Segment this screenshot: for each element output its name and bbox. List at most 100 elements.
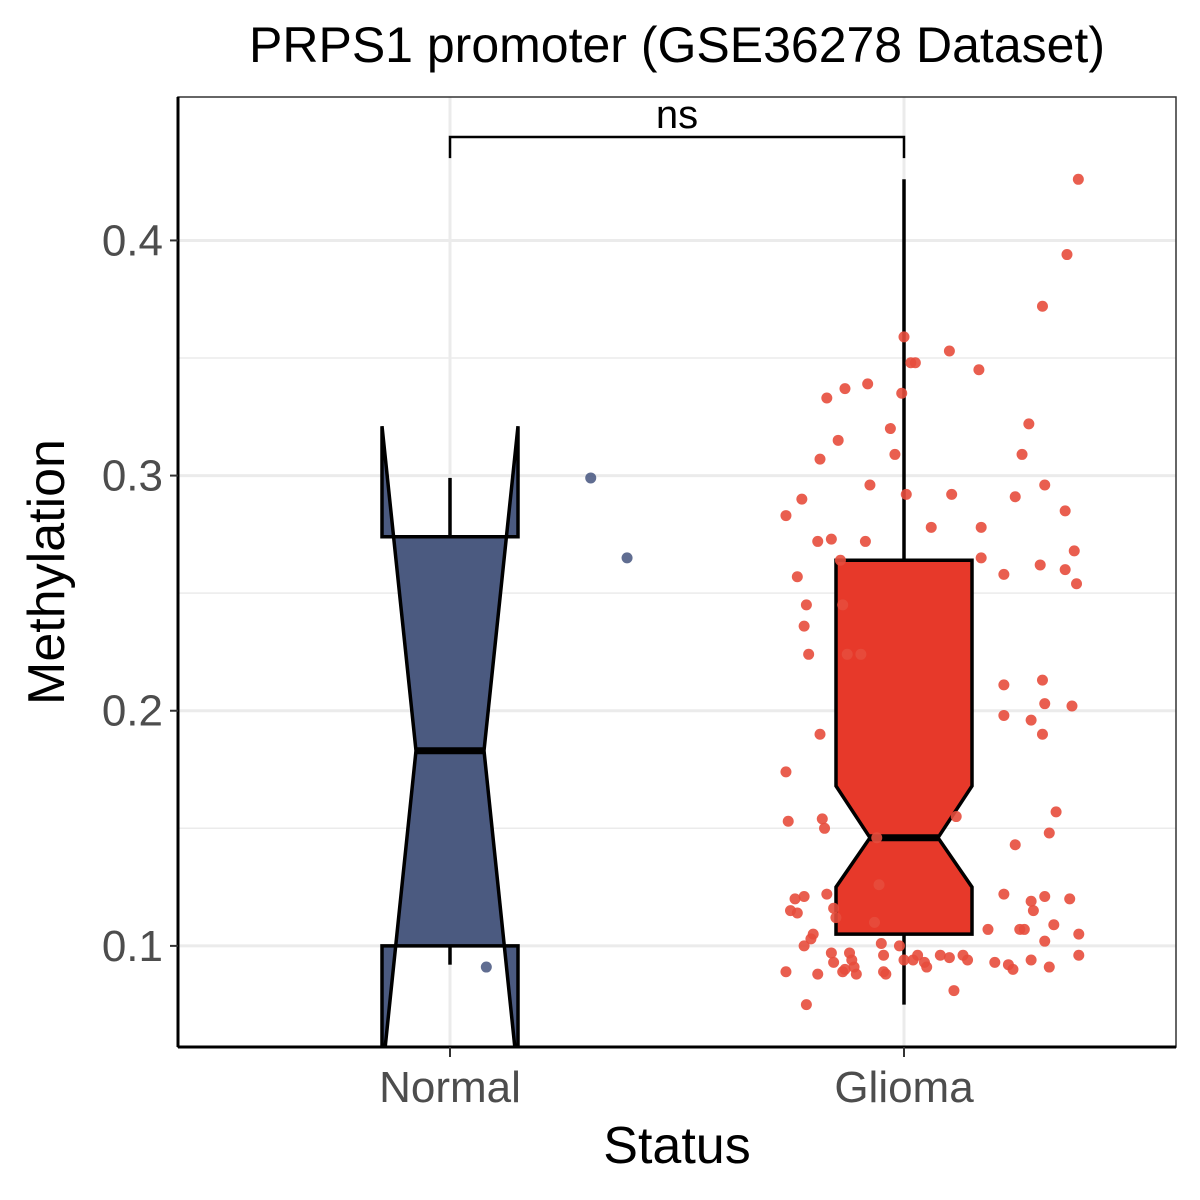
data-point-glioma <box>821 888 833 900</box>
x-tick-label: Glioma <box>834 1063 974 1112</box>
data-point-glioma <box>821 392 833 404</box>
data-point-glioma <box>1073 949 1085 961</box>
significance-bracket: ns <box>448 93 906 159</box>
data-point-glioma <box>1059 564 1071 576</box>
data-point-glioma <box>868 916 880 928</box>
data-point-glioma <box>814 453 826 465</box>
data-point-glioma <box>950 811 962 823</box>
data-point-glioma <box>1039 891 1051 903</box>
data-point-glioma <box>884 423 896 435</box>
data-point-glioma <box>839 383 851 395</box>
data-point-glioma <box>943 345 955 357</box>
data-point-glioma <box>805 933 817 945</box>
data-point-glioma <box>946 488 958 500</box>
data-point-glioma <box>896 387 908 399</box>
box-body <box>834 558 974 936</box>
data-point-glioma <box>975 552 987 564</box>
data-point-glioma <box>1068 545 1080 557</box>
x-axis-title: Status <box>603 1117 750 1175</box>
data-point-glioma <box>898 331 910 343</box>
data-point-glioma <box>803 648 815 660</box>
data-point-glioma <box>1016 448 1028 460</box>
data-point-glioma <box>841 648 853 660</box>
data-point-glioma <box>834 554 846 566</box>
data-point-glioma <box>1072 173 1084 185</box>
significance-label: ns <box>656 93 698 137</box>
data-point-glioma <box>998 568 1010 580</box>
data-point-glioma <box>1039 935 1051 947</box>
data-point-glioma <box>1034 559 1046 571</box>
data-point-glioma <box>780 766 792 778</box>
data-point-glioma <box>837 599 849 611</box>
data-point-glioma <box>1009 839 1021 851</box>
data-point-glioma <box>862 378 874 390</box>
data-point-glioma <box>998 709 1010 721</box>
data-point-glioma <box>814 728 826 740</box>
data-point-glioma <box>948 985 960 997</box>
bracket-line <box>448 135 906 159</box>
data-point-glioma <box>798 940 810 952</box>
data-point-glioma <box>1036 300 1048 312</box>
data-point-glioma <box>871 832 883 844</box>
data-point-glioma <box>1023 418 1035 430</box>
data-point-glioma <box>1048 919 1060 931</box>
data-point-glioma <box>1071 578 1083 590</box>
y-tick-label: 0.3 <box>102 452 163 501</box>
data-point-glioma <box>859 535 871 547</box>
data-point-glioma <box>830 912 842 924</box>
box-glioma <box>834 179 974 1005</box>
data-point-glioma <box>789 893 801 905</box>
data-point-glioma <box>839 963 851 975</box>
data-point-glioma <box>800 599 812 611</box>
data-point-glioma <box>1039 479 1051 491</box>
data-point-glioma <box>982 923 994 935</box>
data-point-glioma <box>889 448 901 460</box>
data-point-glioma <box>1027 905 1039 917</box>
box-normal <box>380 426 520 1047</box>
data-point-glioma <box>1064 893 1076 905</box>
x-tick-label: Normal <box>379 1063 521 1112</box>
data-point-glioma <box>825 947 837 959</box>
data-point-glioma <box>989 956 1001 968</box>
data-point-glioma <box>925 521 937 533</box>
data-point-glioma <box>1061 249 1073 261</box>
data-point-glioma <box>998 888 1010 900</box>
data-point-glioma <box>1025 714 1037 726</box>
data-point-glioma <box>791 571 803 583</box>
data-point-glioma <box>878 966 890 978</box>
data-point-glioma <box>1036 728 1048 740</box>
data-point-glioma <box>962 954 974 966</box>
data-point-glioma <box>1050 806 1062 818</box>
data-point-glioma <box>1043 961 1055 973</box>
data-point-glioma <box>1039 698 1051 710</box>
data-point-glioma <box>1066 700 1078 712</box>
data-point-glioma <box>973 364 985 376</box>
data-point-glioma <box>855 648 867 660</box>
data-point-glioma <box>1014 923 1026 935</box>
data-point-glioma <box>828 956 840 968</box>
y-tick-label: 0.2 <box>102 687 163 736</box>
data-point-normal <box>585 472 597 484</box>
data-point-glioma <box>873 879 885 891</box>
data-point-glioma <box>998 679 1010 691</box>
data-point-glioma <box>828 902 840 914</box>
data-point-glioma <box>798 620 810 632</box>
axis-ticks: 0.1 0.2 0.3 0.4 Normal Glioma <box>102 216 974 1112</box>
data-point-glioma <box>1036 674 1048 686</box>
data-point-glioma <box>825 533 837 545</box>
data-point-glioma <box>1009 491 1021 503</box>
data-point-normal <box>621 552 633 564</box>
data-point-glioma <box>912 949 924 961</box>
data-point-glioma <box>943 952 955 964</box>
data-point-glioma <box>1025 895 1037 907</box>
data-point-glioma <box>832 434 844 446</box>
data-point-glioma <box>800 999 812 1011</box>
data-point-glioma <box>816 813 828 825</box>
data-point-normal <box>480 961 492 973</box>
data-point-glioma <box>1059 505 1071 517</box>
data-point-glioma <box>893 940 905 952</box>
data-point-glioma <box>1043 827 1055 839</box>
data-point-glioma <box>864 479 876 491</box>
data-point-glioma <box>780 510 792 522</box>
data-point-glioma <box>846 954 858 966</box>
